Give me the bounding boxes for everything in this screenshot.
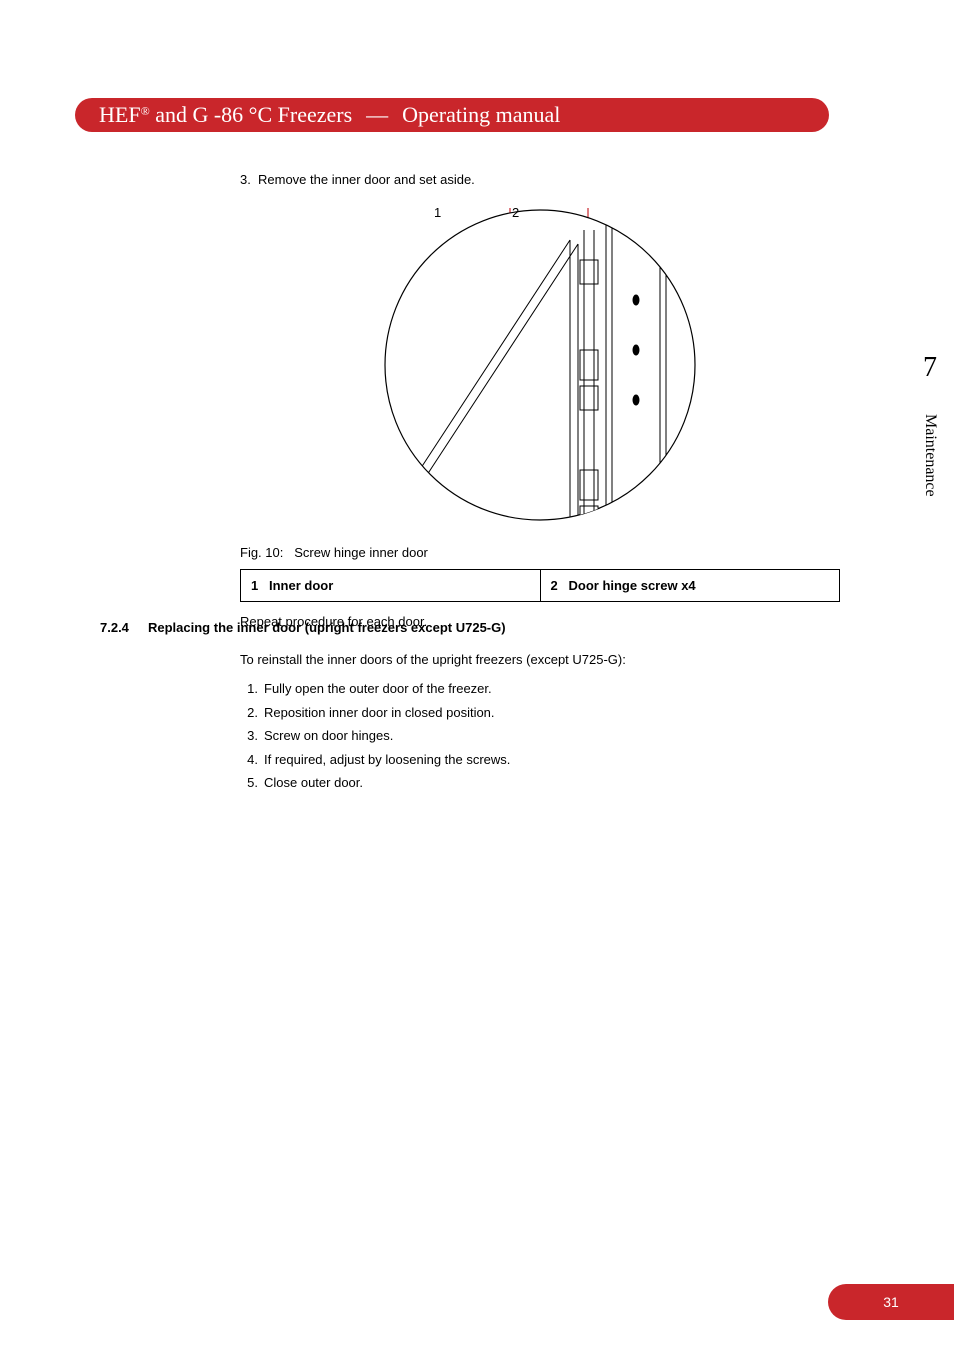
chapter-label: Maintenance (921, 414, 939, 497)
list-item: 5.Close outer door. (240, 771, 840, 794)
section-body: To reinstall the inner doors of the upri… (240, 648, 840, 794)
header-title: HEF® and G -86 °C Freezers—Operating man… (99, 102, 560, 128)
step-3: 3.Remove the inner door and set aside. (240, 170, 840, 190)
list-item: 1.Fully open the outer door of the freez… (240, 677, 840, 700)
figure-caption-prefix: Fig. 10: (240, 545, 283, 560)
step-3-text: Remove the inner door and set aside. (258, 172, 475, 187)
step-3-number: 3. (240, 170, 258, 190)
figure-callout-2: 2 (512, 203, 519, 223)
legend-cell-2: 2Door hinge screw x4 (540, 569, 840, 602)
page-number: 31 (883, 1294, 899, 1310)
page-number-box: 31 (828, 1284, 954, 1320)
figure-10-caption: Fig. 10: Screw hinge inner door (240, 543, 840, 563)
figure-callout-1: 1 (434, 203, 441, 223)
section-intro: To reinstall the inner doors of the upri… (240, 648, 840, 671)
content-block-top: 3.Remove the inner door and set aside. (240, 170, 840, 632)
list-item: 3.Screw on door hinges. (240, 724, 840, 747)
figure-10: 1 2 (290, 200, 790, 536)
section-heading: 7.2.4Replacing the inner door (upright f… (100, 620, 840, 635)
figure-caption-text: Screw hinge inner door (294, 545, 428, 560)
chapter-number: 7 (906, 332, 954, 384)
figure-legend-table: 1Inner door 2Door hinge screw x4 (240, 569, 840, 603)
section-title: Replacing the inner door (upright freeze… (148, 620, 506, 635)
list-item: 2.Reposition inner door in closed positi… (240, 701, 840, 724)
legend-cell-1: 1Inner door (241, 569, 541, 602)
header-bar: HEF® and G -86 °C Freezers—Operating man… (75, 98, 829, 132)
side-tab: 7 Maintenance (906, 332, 954, 552)
list-item: 4.If required, adjust by loosening the s… (240, 748, 840, 771)
figure-10-diagram (360, 200, 720, 530)
section-number: 7.2.4 (100, 620, 148, 635)
